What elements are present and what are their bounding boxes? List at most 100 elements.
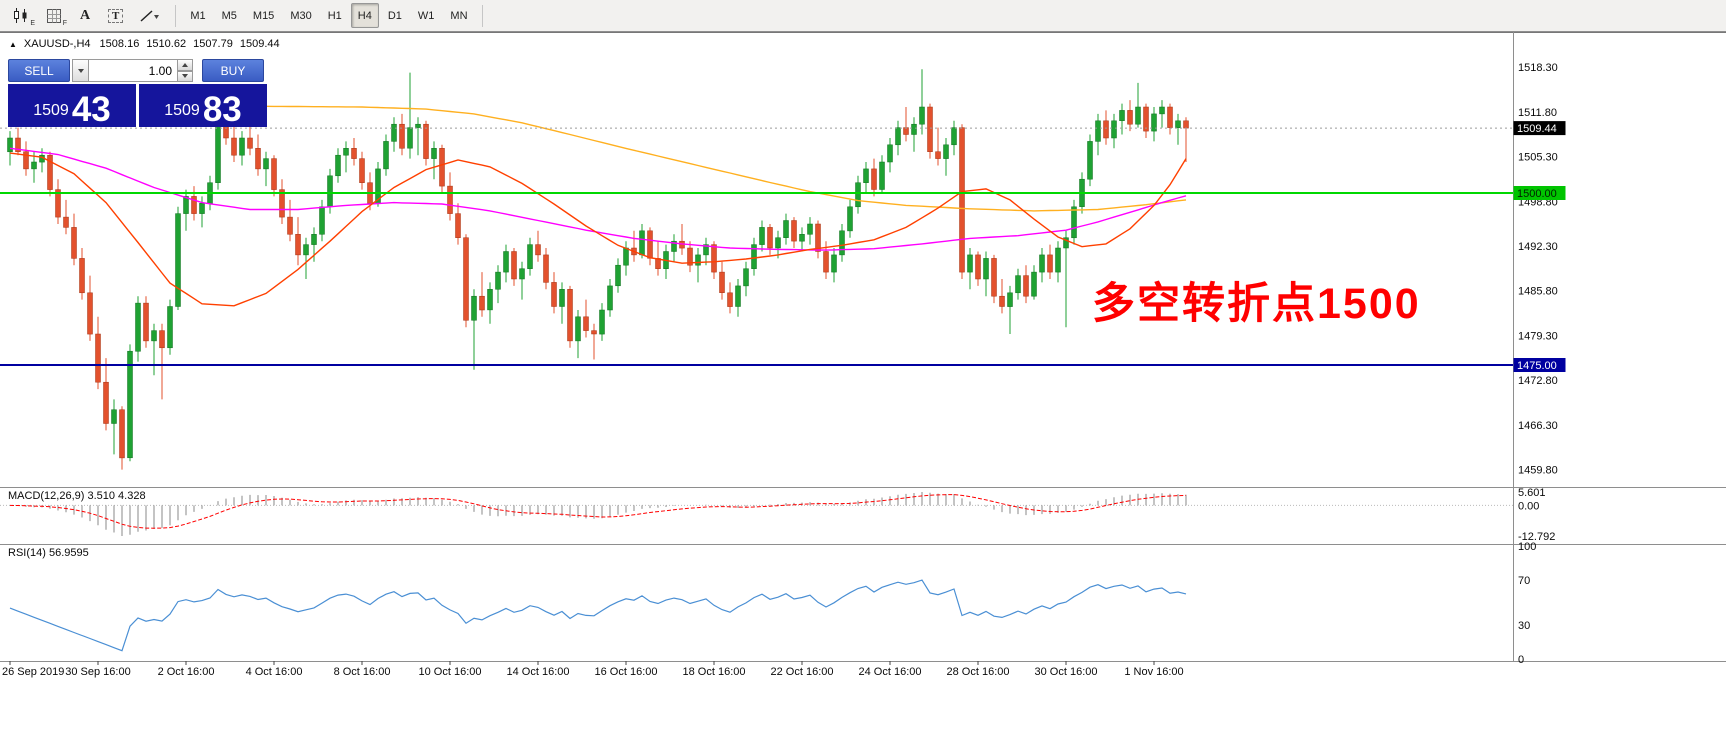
svg-text:8 Oct 16:00: 8 Oct 16:00 [334,666,391,678]
chevron-down-icon [182,74,188,79]
price-axis[interactable]: 1518.301511.801505.301498.801492.301485.… [1518,62,1558,476]
one-click-trading-panel: SELL BUY 1509 43 1509 8 [8,59,267,127]
candlestick-chart-icon [12,7,30,24]
timeframe-button-w1[interactable]: W1 [411,3,442,28]
macd-signal-line [9,494,1187,529]
price-chart[interactable]: 1518.301511.801505.301498.801492.301485.… [0,32,1726,751]
price-tag-1475.00: 1475.00 [1513,358,1566,372]
svg-text:1485.80: 1485.80 [1518,286,1558,298]
trade-panel-controls: SELL BUY [8,59,267,82]
svg-text:4 Oct 16:00: 4 Oct 16:00 [246,666,303,678]
svg-text:28 Oct 16:00: 28 Oct 16:00 [947,666,1010,678]
volume-control [72,59,193,82]
symbol-and-period: XAUUSD-,H4 [23,38,91,50]
svg-text:-12.792: -12.792 [1518,531,1555,543]
timeframe-button-m1[interactable]: M1 [183,3,212,28]
timeframe-button-d1[interactable]: D1 [381,3,409,28]
svg-text:1459.80: 1459.80 [1518,465,1558,477]
ma-fast-line [9,152,1187,307]
svg-text:1500.00: 1500.00 [1517,188,1557,200]
sell-price-main: 1509 [33,102,69,119]
price-tag-current: 1509.44 [1513,121,1566,136]
svg-text:2 Oct 16:00: 2 Oct 16:00 [158,666,215,678]
grid-icon-subscript: F [62,20,67,27]
sell-price-pips: 43 [71,90,111,130]
svg-text:16 Oct 16:00: 16 Oct 16:00 [595,666,658,678]
symbol-collapse-icon[interactable]: ▲ [9,39,17,49]
text-label-icon: A [79,7,91,23]
svg-text:100: 100 [1518,541,1536,553]
sell-button[interactable]: SELL [8,59,70,82]
buy-button[interactable]: BUY [202,59,264,82]
svg-text:1518.30: 1518.30 [1518,62,1558,74]
text-label-button[interactable]: A [71,3,99,28]
svg-text:1466.30: 1466.30 [1518,420,1558,432]
svg-text:1472.80: 1472.80 [1518,375,1558,387]
text-box-icon: T [108,8,124,23]
timeframe-button-h1[interactable]: H1 [321,3,349,28]
chevron-down-icon [77,68,84,73]
chevron-up-icon [182,62,188,67]
buy-price-display[interactable]: 1509 83 [139,84,267,127]
ma-medium-line [9,147,1187,251]
svg-text:70: 70 [1518,575,1530,587]
svg-text:1479.30: 1479.30 [1518,330,1558,342]
macd-label: MACD(12,26,9) 3.510 4.328 [8,490,146,502]
timeframe-button-m15[interactable]: M15 [246,3,281,28]
trendline-tools-icon [139,8,161,24]
svg-text:22 Oct 16:00: 22 Oct 16:00 [771,666,834,678]
chart-background [0,32,1726,751]
grid-button[interactable]: F [39,3,69,28]
toolbar: E F A T M1 M5 M15 M30 H1 H4 D1 W1 MN [0,0,1726,32]
rsi-panel: RSI(14) 56.9595 100 70 30 0 [8,541,1536,666]
svg-text:18 Oct 16:00: 18 Oct 16:00 [683,666,746,678]
buy-price-pips: 83 [202,90,242,130]
time-axis[interactable]: 26 Sep 2019 30 Sep 16:00 2 Oct 16:00 4 Oct … [2,661,1184,678]
volume-spinner [178,59,193,82]
svg-text:1511.80: 1511.80 [1518,107,1557,119]
rsi-label: RSI(14) 56.9595 [8,547,89,559]
timeframe-button-m30[interactable]: M30 [283,3,318,28]
svg-text:1492.30: 1492.30 [1518,241,1558,253]
trendline-tools-button[interactable] [132,3,168,28]
price-tag-1500.00: 1500.00 [1513,186,1566,200]
svg-text:0.00: 0.00 [1518,500,1539,512]
svg-text:26 Sep 2019: 26 Sep 2019 [2,666,64,678]
buy-price-main: 1509 [164,102,200,119]
ohlc-close: 1509.44 [239,38,280,50]
sell-price-display[interactable]: 1509 43 [8,84,136,127]
toolbar-separator [175,4,177,27]
ma-slow-line [265,105,1187,212]
volume-input[interactable] [89,59,178,82]
timeframe-button-mn[interactable]: MN [443,3,474,28]
svg-text:14 Oct 16:00: 14 Oct 16:00 [507,666,570,678]
text-box-button[interactable]: T [101,3,130,28]
toolbar-separator [481,4,483,27]
volume-increase-button[interactable] [178,59,193,71]
svg-text:1475.00: 1475.00 [1517,360,1557,372]
svg-text:24 Oct 16:00: 24 Oct 16:00 [859,666,922,678]
ohlc-low: 1507.79 [193,38,233,50]
svg-text:5.601: 5.601 [1518,487,1546,499]
ohlc-high: 1510.62 [146,38,187,50]
svg-text:1 Nov 16:00: 1 Nov 16:00 [1124,666,1183,678]
chart-header: ▲ XAUUSD-,H4 1508.16 1510.62 1507.79 150… [9,38,280,50]
svg-text:30 Sep 16:00: 30 Sep 16:00 [65,666,130,678]
svg-text:10 Oct 16:00: 10 Oct 16:00 [419,666,482,678]
chart-area: 1518.30 1511.80 1505.30 1498.80 1492.30 1485.… [0,32,1726,751]
volume-dropdown-button[interactable] [72,59,89,82]
volume-decrease-button[interactable] [178,70,193,82]
svg-text:1509.44: 1509.44 [1517,123,1557,135]
grid-icon [46,8,62,24]
timeframe-button-h4[interactable]: H4 [350,3,379,28]
svg-text:0: 0 [1518,654,1524,666]
svg-text:30: 30 [1518,620,1530,632]
candlestick-chart-button[interactable]: E [5,3,37,28]
svg-text:1505.30: 1505.30 [1518,152,1558,164]
svg-text:30 Oct 16:00: 30 Oct 16:00 [1035,666,1098,678]
rsi-line [9,579,1187,652]
timeframe-button-m5[interactable]: M5 [215,3,244,28]
